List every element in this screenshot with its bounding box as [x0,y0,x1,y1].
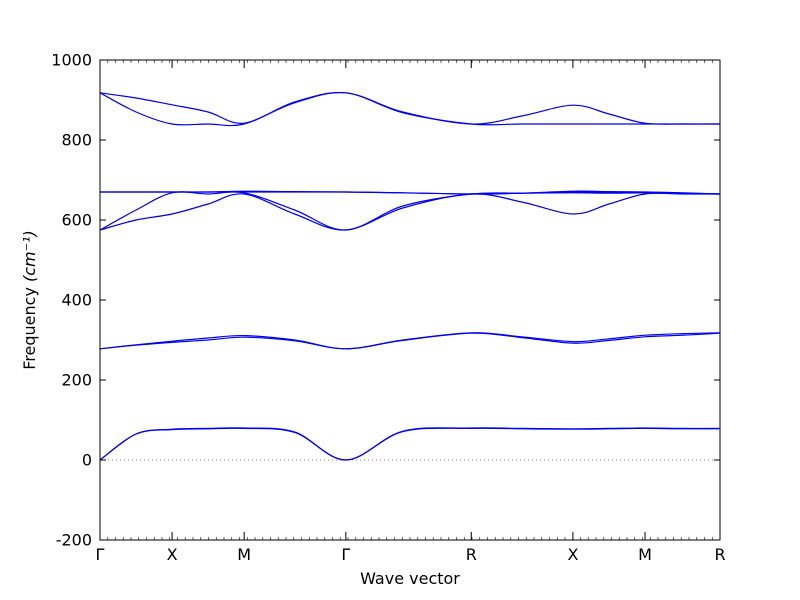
y-axis-label-unit: (cm⁻¹) [20,230,39,282]
plot-frame [99,59,721,541]
band-line-9 [99,91,721,125]
band-line-10 [99,91,720,127]
band-line-4 [99,332,721,350]
y-tick-label: -200 [56,531,92,550]
y-tick-label: 600 [61,211,92,230]
y-tick-label: 1000 [51,51,92,70]
band-lines [99,91,721,461]
x-tick-label: M [237,545,251,564]
band-line-1 [99,427,721,461]
x-tick-label: Γ [341,545,350,564]
y-axis-label: Frequency (cm⁻¹) [20,230,39,369]
x-tick-label: R [466,545,477,564]
minor-ticks [99,60,721,540]
y-tick-label: 200 [61,371,92,390]
y-tick-label: 800 [61,131,92,150]
x-tick-label: R [714,545,725,564]
x-tick-label: M [638,545,652,564]
y-axis-ticks: -200 0 200 400 600 800 1000 [51,51,720,550]
band-line-2 [99,427,721,461]
x-axis-label: Wave vector [360,569,460,588]
band-line-6 [99,191,721,231]
x-tick-label: X [567,545,578,564]
y-tick-label: 0 [82,451,92,470]
x-tick-label: X [167,545,178,564]
y-axis-label-text: Frequency [20,282,39,370]
x-tick-label: Γ [96,545,105,564]
band-line-8 [99,190,721,195]
y-tick-label: 400 [61,291,92,310]
band-line-5 [99,192,720,231]
